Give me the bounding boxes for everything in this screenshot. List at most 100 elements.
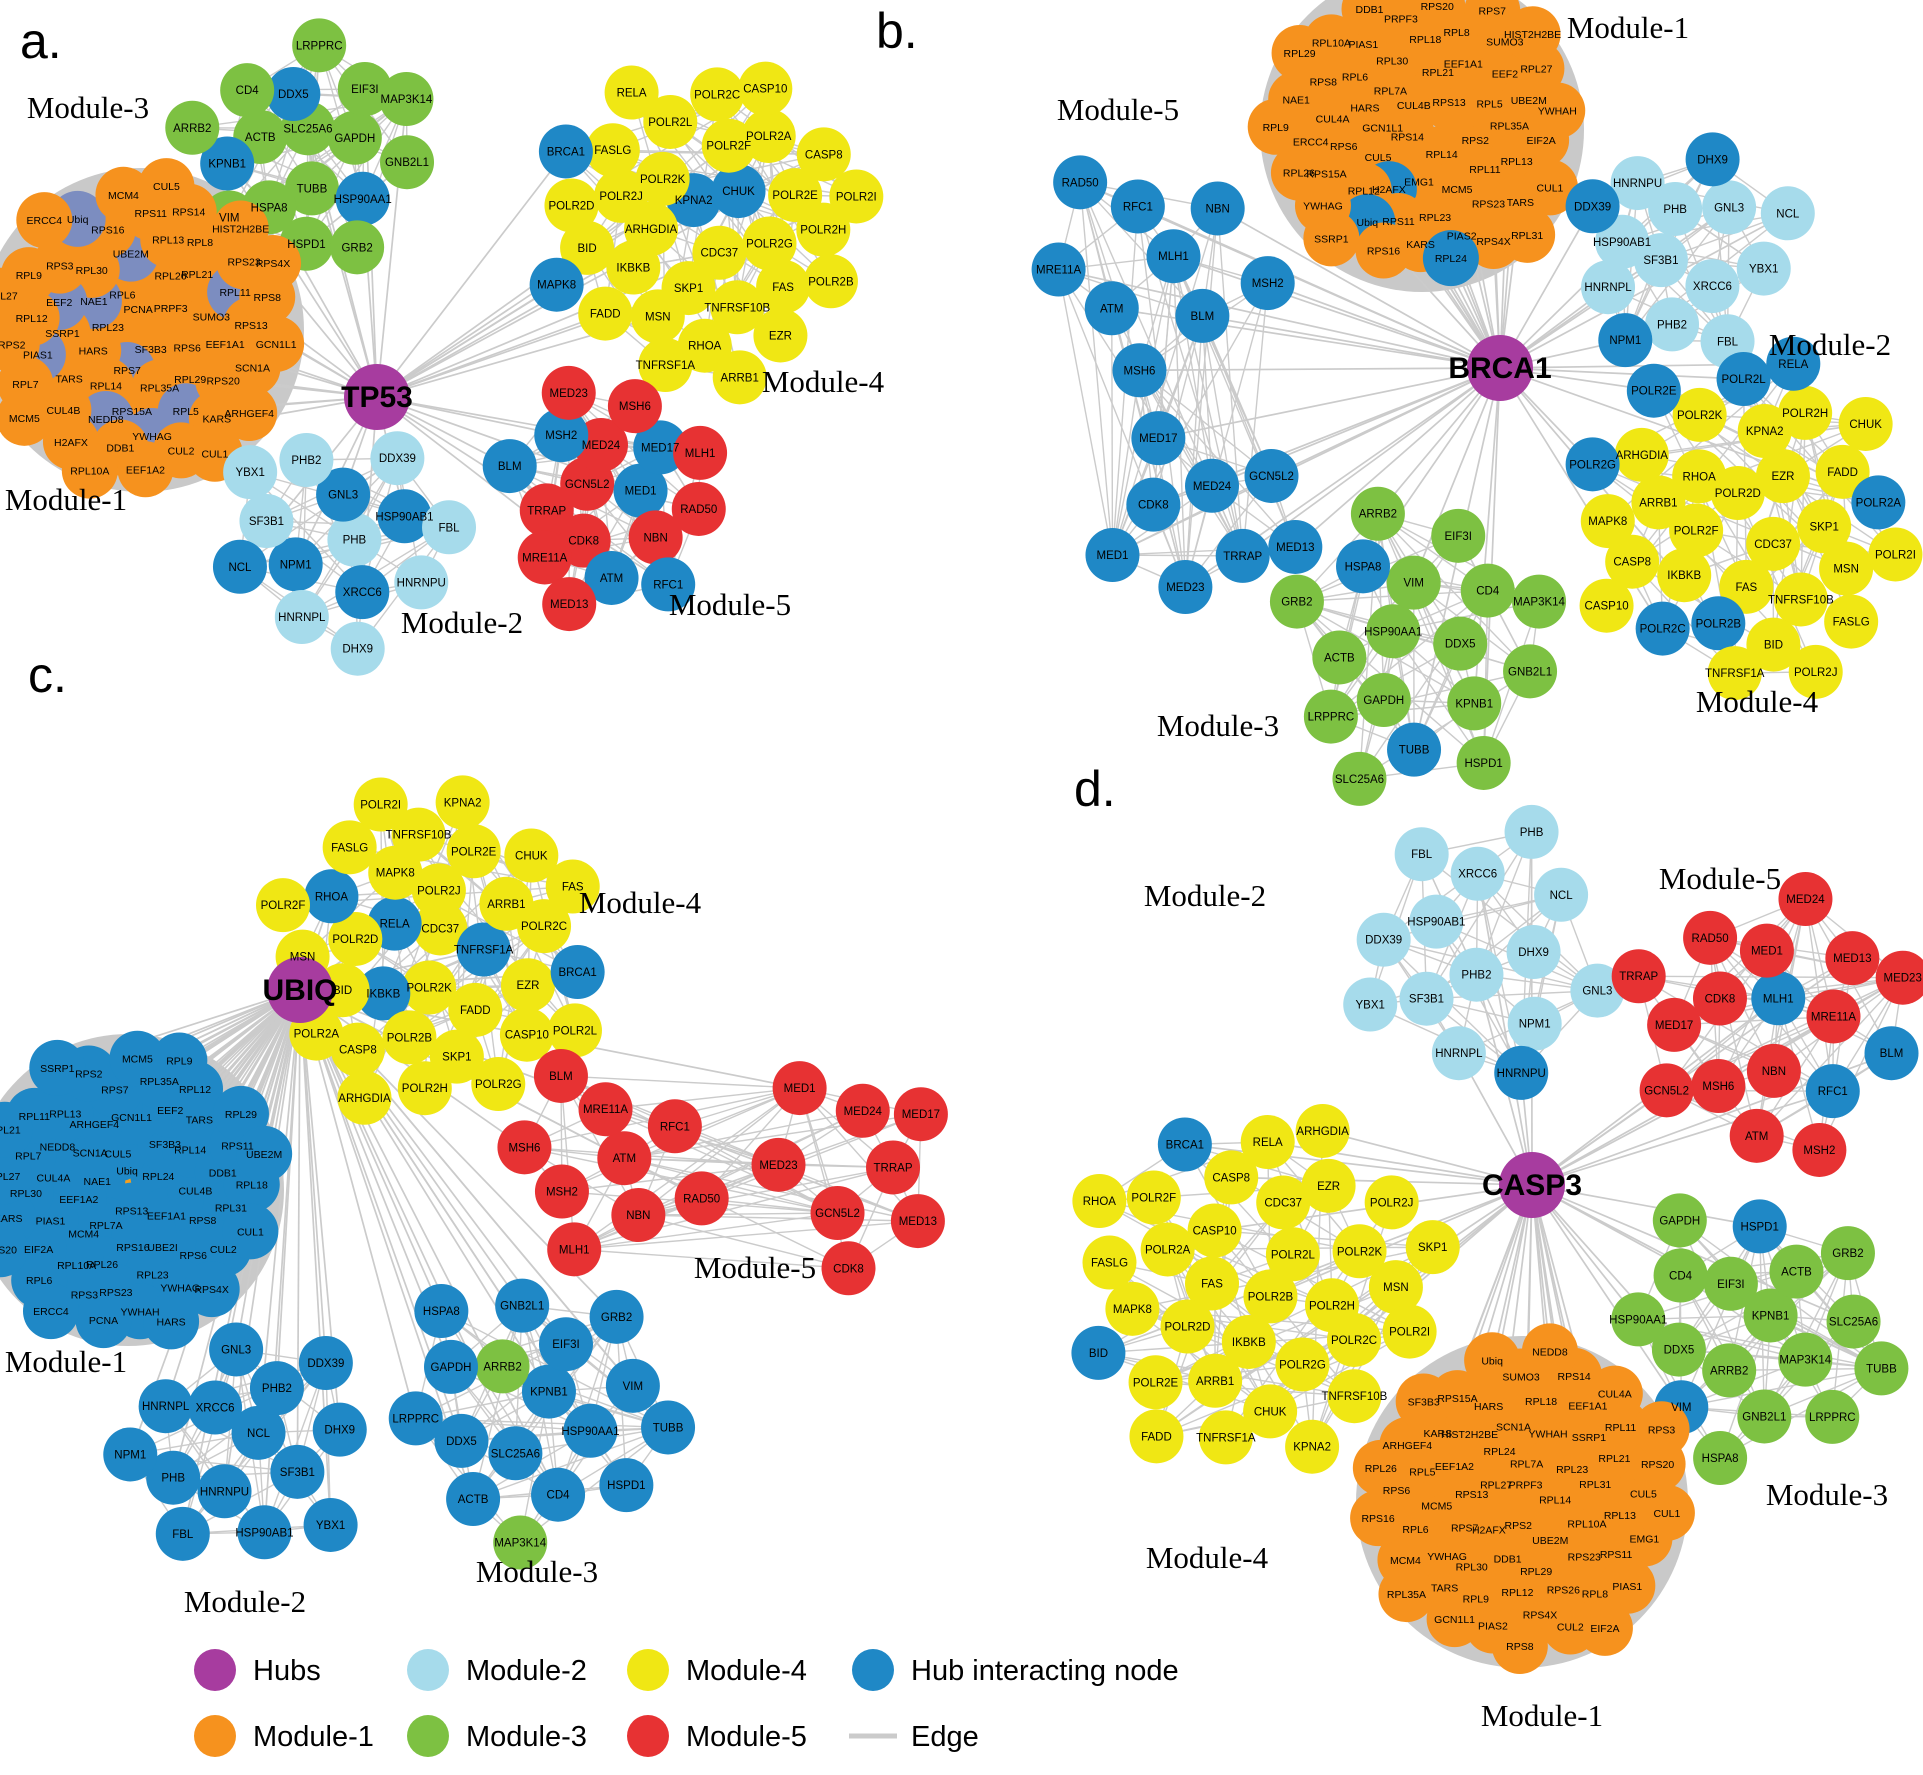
node-label-KPNA2: KPNA2 — [1746, 426, 1784, 438]
node-label-RPS7: RPS7 — [113, 365, 141, 377]
panel-c-labels: CDC37 POLR2K RELA TNFRSF1A IKBKB POLR2J FADD PO… — [0, 647, 940, 1619]
panel-c-nodes — [0, 775, 948, 1570]
edge — [182, 1349, 237, 1535]
node-FBL — [155, 1506, 210, 1561]
edge — [1359, 670, 1531, 780]
node-POLR2I — [353, 777, 408, 832]
node-MAPK8 — [529, 257, 584, 312]
edge — [638, 1212, 838, 1216]
hub-edge — [299, 989, 474, 1500]
node-label-RPS3: RPS3 — [46, 261, 74, 273]
node-label-MED13: MED13 — [1276, 542, 1314, 554]
node-label-EZR: EZR — [769, 330, 792, 342]
hub-label-TP53: TP53 — [341, 381, 413, 414]
module-label-d-Module-4: Module-4 — [1146, 1540, 1269, 1575]
hub-edge — [1158, 367, 1501, 439]
node-PHB — [1648, 181, 1703, 236]
node-label-FAS: FAS — [1735, 582, 1757, 594]
node-LRPPRC — [388, 1391, 443, 1446]
node-label-HSP90AA1: HSP90AA1 — [561, 1426, 619, 1438]
node-label-HSP90AB1: HSP90AB1 — [235, 1527, 293, 1539]
module-label-b-Module-3: Module-3 — [1157, 708, 1279, 743]
node-label-SKP1: SKP1 — [1809, 521, 1838, 533]
node-label-DHX9: DHX9 — [1518, 947, 1549, 959]
node-label-HIST2H2BE: HIST2H2BE — [1504, 29, 1561, 41]
node-label-EIF3I: EIF3I — [1445, 531, 1472, 543]
node-label-SF3B3: SF3B3 — [135, 344, 167, 356]
node-label-HSP90AB1: HSP90AB1 — [1593, 237, 1651, 249]
node-POLR2C — [1635, 601, 1690, 656]
node-label-SCN1A: SCN1A — [235, 363, 270, 375]
node-POLR2H — [1778, 385, 1833, 440]
node-label-RPS8: RPS8 — [1310, 76, 1338, 88]
node-label-DDX39: DDX39 — [307, 1358, 344, 1370]
node-HSP90AA1 — [563, 1403, 618, 1458]
node-FAS — [1719, 559, 1774, 614]
node-label-MLH1: MLH1 — [1763, 993, 1794, 1005]
node-label-MLH1: MLH1 — [559, 1244, 590, 1256]
node-CASP8 — [1605, 534, 1660, 589]
node-label-RPS2: RPS2 — [75, 1068, 103, 1080]
node-label-RPL7A: RPL7A — [89, 1220, 122, 1232]
node-RHOA — [304, 869, 359, 924]
edge — [524, 1146, 838, 1214]
node-KPNB1 — [200, 136, 255, 191]
node-FASLG — [1824, 594, 1879, 649]
node-FASLG — [322, 820, 377, 875]
node-label-LRPPRC: LRPPRC — [392, 1413, 439, 1425]
node-label-YBX1: YBX1 — [316, 1520, 345, 1532]
node-label-BLM: BLM — [1880, 1048, 1904, 1060]
edge — [637, 1087, 801, 1216]
node-HNRNPU — [394, 555, 449, 610]
node-label-ATM: ATM — [613, 1153, 636, 1165]
node-label-FASLG: FASLG — [594, 145, 631, 157]
node-NPM1 — [1598, 313, 1653, 368]
node-NCL — [1760, 186, 1815, 241]
node-label-RPS2: RPS2 — [0, 339, 26, 351]
node-CUL5 — [138, 158, 195, 215]
node-label-MCM5: MCM5 — [1421, 1500, 1452, 1512]
node-label-PHB: PHB — [343, 535, 367, 547]
node-RPL27 — [0, 1148, 33, 1205]
node-label-RPL8: RPL8 — [1582, 1589, 1608, 1601]
node-label-DDX5: DDX5 — [278, 89, 309, 101]
node-label-RPL11: RPL11 — [1605, 1422, 1636, 1434]
node-label-EEF2: EEF2 — [46, 297, 72, 309]
node-label-TNFRSF1A: TNFRSF1A — [1705, 668, 1765, 680]
node-label-MED13: MED13 — [550, 599, 588, 611]
node-label-SF3B1: SF3B1 — [1643, 255, 1678, 267]
node-label-RPL35A: RPL35A — [1490, 121, 1529, 133]
node-label-MED17: MED17 — [641, 442, 679, 454]
node-label-GNL3: GNL3 — [328, 490, 358, 502]
legend-label-module-2: Module-2 — [466, 1655, 587, 1687]
node-TNFRSF1A — [638, 337, 693, 392]
node-DHX9 — [312, 1402, 367, 1457]
edge — [472, 1426, 669, 1500]
node-label-RPS20: RPS20 — [207, 376, 240, 388]
node-label-POLR2B: POLR2B — [808, 276, 854, 288]
node-CD4 — [1460, 563, 1515, 618]
node-label-POLR2C: POLR2C — [521, 921, 567, 933]
node-TUBB — [641, 1400, 696, 1455]
node-label-PHB: PHB — [1520, 827, 1544, 839]
node-label-TNFRSF10B: TNFRSF10B — [704, 302, 770, 314]
node-label-CASP10: CASP10 — [505, 1030, 549, 1042]
node-label-RPS16: RPS16 — [91, 225, 124, 237]
node-HNRNPL — [1581, 260, 1636, 315]
node-label-POLR2H: POLR2H — [402, 1083, 448, 1095]
node-POLR2D — [544, 178, 599, 233]
node-label-RPS15A: RPS15A — [1306, 169, 1346, 181]
node-label-POLR2K: POLR2K — [1677, 410, 1723, 422]
node-ACTB — [446, 1472, 501, 1527]
node-label-POLR2F: POLR2F — [1131, 1193, 1176, 1205]
node-label-RPS16: RPS16 — [1361, 1513, 1394, 1525]
legend-swatch-hub-interacting-node — [852, 1649, 894, 1691]
legend-swatch-module-1 — [194, 1715, 236, 1757]
node-label-YWHAH: YWHAH — [1529, 1429, 1568, 1441]
edge — [1216, 208, 1244, 556]
node-label-PRPF3: PRPF3 — [1384, 14, 1418, 26]
node-POLR2I — [1868, 527, 1923, 582]
legend-label-module-4: Module-4 — [686, 1655, 807, 1687]
node-label-DDX5: DDX5 — [1445, 639, 1476, 651]
node-label-POLR2B: POLR2B — [1696, 618, 1742, 630]
